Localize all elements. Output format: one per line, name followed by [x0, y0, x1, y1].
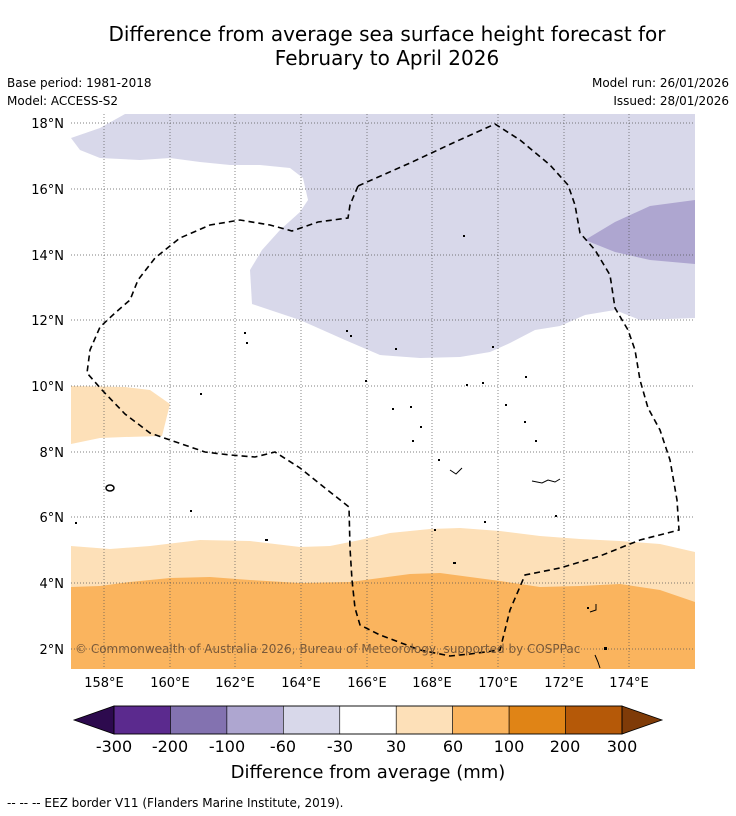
colorbar-tick-label: 60 [443, 737, 463, 756]
colorbar-segment [170, 705, 228, 735]
lat-label: 12°N [31, 314, 64, 329]
colorbar-tick-label: -300 [96, 737, 132, 756]
colorbar-segment [113, 705, 171, 735]
title-line-1: Difference from average sea surface heig… [108, 22, 666, 46]
colorbar: -300 -200 -100 -60 -30 30 60 100 200 300… [72, 705, 664, 783]
lat-label: 2°N [40, 643, 65, 658]
region-minus60-minus30 [71, 114, 695, 358]
lat-label: 4°N [40, 577, 65, 592]
gridlines [71, 114, 695, 669]
colorbar-tick-label: 200 [550, 737, 581, 756]
colorbar-segment [508, 705, 566, 735]
lon-label: 172°E [544, 676, 584, 691]
lon-label: 166°E [347, 676, 387, 691]
colorbar-segment [395, 705, 453, 735]
lat-label: 6°N [40, 511, 65, 526]
lat-label: 18°N [31, 117, 64, 132]
colorbar-segment [565, 705, 623, 735]
islands [75, 235, 607, 669]
colorbar-tick-label: -60 [270, 737, 296, 756]
colorbar-title: Difference from average (mm) [231, 762, 506, 783]
region-minus100-minus60 [585, 200, 695, 264]
base-period: Base period: 1981-2018 [7, 76, 152, 90]
colorbar-tick-label: -100 [209, 737, 245, 756]
lat-label: 16°N [31, 183, 64, 198]
issued-date: Issued: 28/01/2026 [613, 94, 729, 108]
lon-label: 164°E [281, 676, 321, 691]
colorbar-segment [226, 705, 284, 735]
meta-right: Model run: 26/01/2026 Issued: 28/01/2026 [592, 74, 729, 110]
lat-label: 10°N [31, 380, 64, 395]
chart-title: Difference from average sea surface heig… [0, 22, 736, 70]
colorbar-segment [283, 705, 341, 735]
lon-label: 158°E [84, 676, 124, 691]
lon-label: 174°E [609, 676, 649, 691]
meta-left: Base period: 1981-2018 Model: ACCESS-S2 [7, 74, 152, 110]
lon-label: 168°E [412, 676, 452, 691]
colorbar-segment [452, 705, 510, 735]
lat-label: 8°N [40, 446, 65, 461]
map-plot-area: © Commonwealth of Australia 2026, Bureau… [71, 114, 695, 669]
colorbar-segments [113, 705, 623, 735]
colorbar-tick-label: 100 [494, 737, 525, 756]
colorbar-over-arrow [621, 705, 664, 735]
colorbar-segment [339, 705, 397, 735]
colorbar-tick-label: 30 [386, 737, 406, 756]
eez-border [86, 123, 680, 657]
lon-label: 160°E [150, 676, 190, 691]
colorbar-under-arrow [72, 705, 115, 735]
region-30-60-west [71, 386, 170, 444]
lat-axis: 18°N 16°N 14°N 12°N 10°N 8°N 6°N 4°N 2°N [31, 117, 64, 658]
title-line-2: February to April 2026 [274, 46, 500, 70]
colorbar-tick-label: 300 [607, 737, 638, 756]
copyright-text: © Commonwealth of Australia 2026, Bureau… [75, 642, 580, 656]
lon-label: 162°E [215, 676, 255, 691]
eez-legend: -- -- -- EEZ border V11 (Flanders Marine… [7, 796, 344, 810]
colorbar-tick-label: -200 [152, 737, 188, 756]
region-60-100 [71, 573, 695, 669]
lon-axis: 158°E 160°E 162°E 164°E 166°E 168°E 170°… [84, 676, 649, 691]
lon-label: 170°E [478, 676, 518, 691]
colorbar-ticks: -300 -200 -100 -60 -30 30 60 100 200 300 [96, 737, 637, 756]
colorbar-outline [113, 705, 623, 735]
colorbar-tick-label: -30 [327, 737, 353, 756]
model-name: Model: ACCESS-S2 [7, 94, 119, 108]
lat-label: 14°N [31, 249, 64, 264]
model-run: Model run: 26/01/2026 [591, 76, 729, 90]
